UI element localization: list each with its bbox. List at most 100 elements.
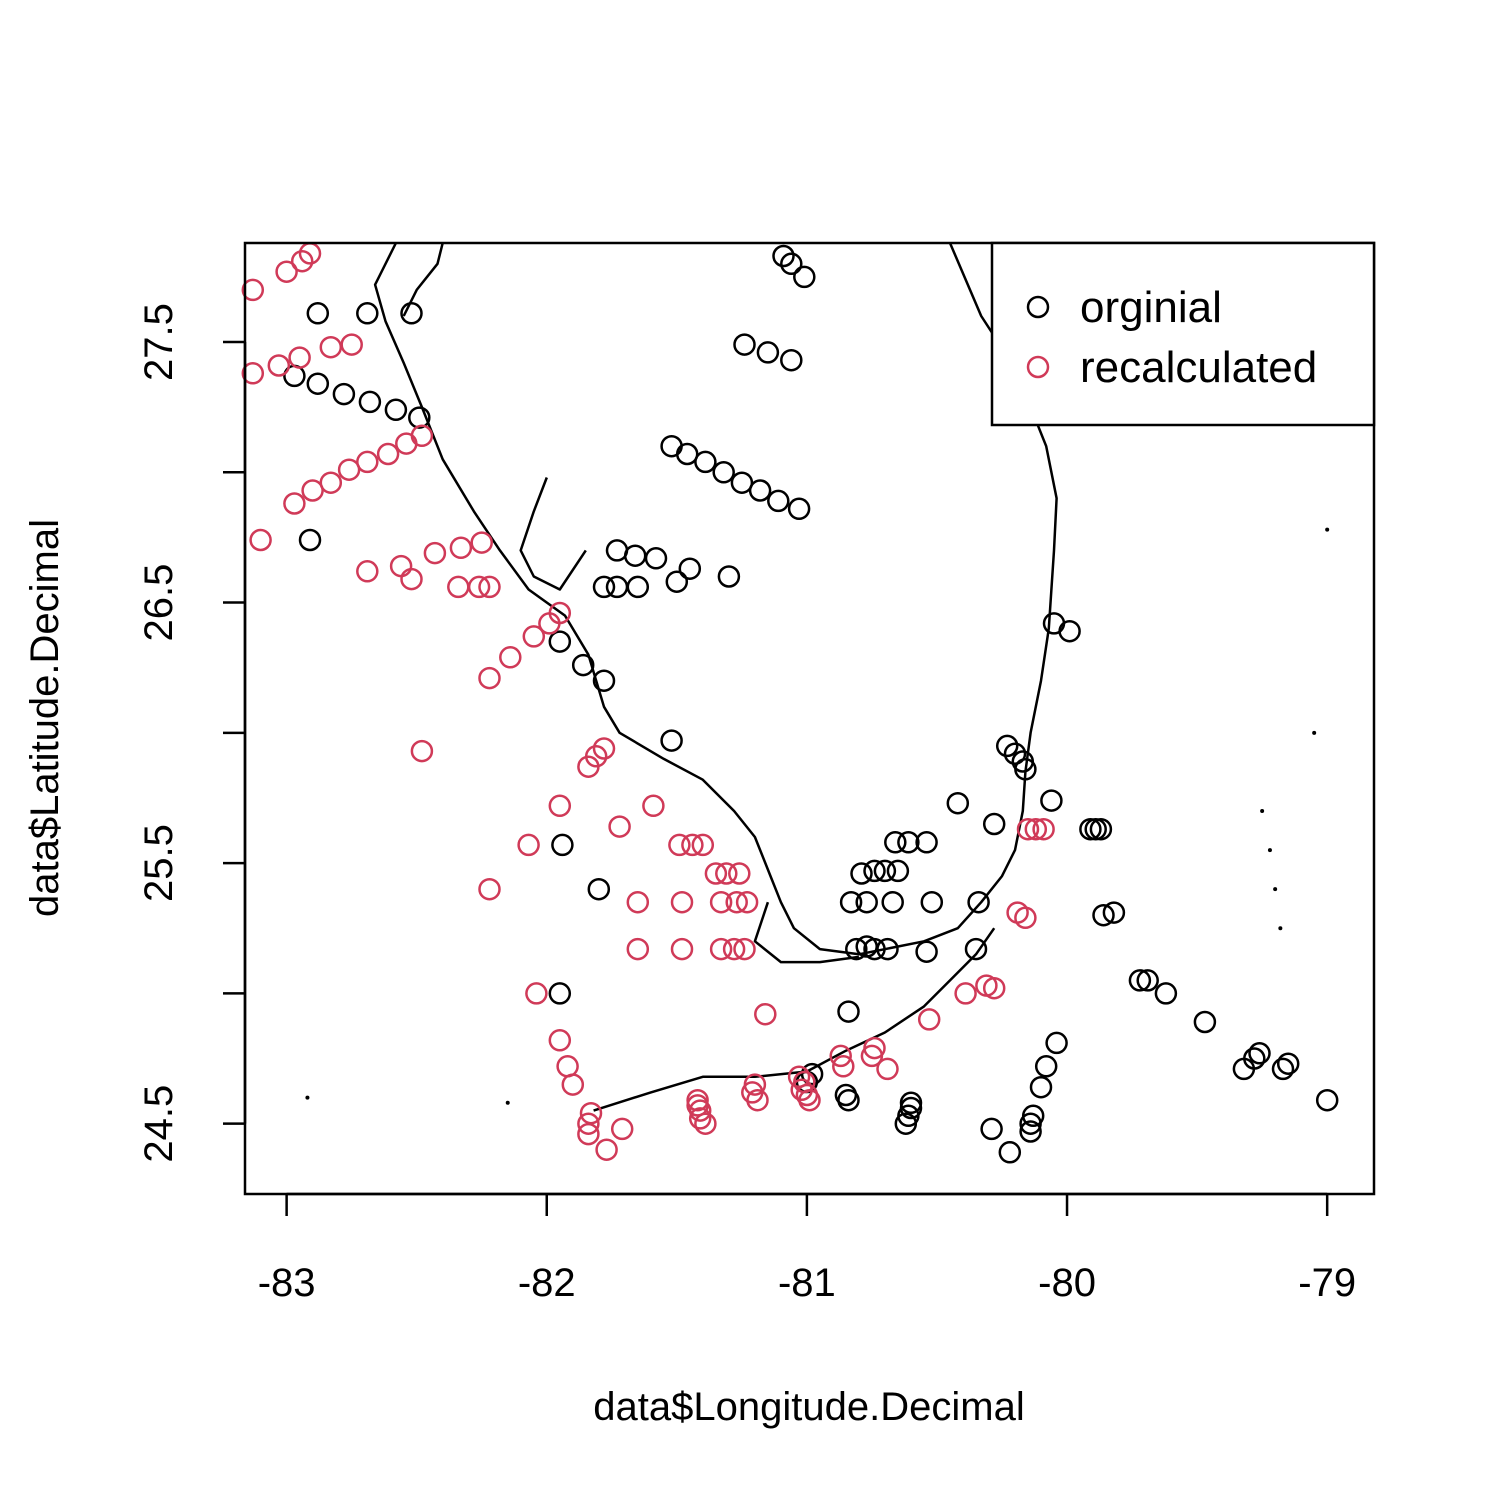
point-orginial xyxy=(660,729,683,752)
point-orginial xyxy=(787,497,811,521)
point-orginial xyxy=(920,890,944,914)
point-recalculated xyxy=(686,1088,709,1112)
legend-label-recalculated: recalculated xyxy=(1080,343,1317,392)
point-recalculated xyxy=(670,890,694,914)
point-orginial xyxy=(678,557,702,580)
point-orginial xyxy=(660,434,683,458)
point-orginial xyxy=(592,669,616,692)
point-orginial xyxy=(780,252,803,276)
point-recalculated xyxy=(592,737,616,760)
point-orginial xyxy=(306,372,330,395)
florida-keys xyxy=(593,927,996,1112)
series-recalculated xyxy=(241,242,1055,1161)
point-recalculated xyxy=(356,450,379,474)
point-recalculated xyxy=(410,424,434,448)
point-recalculated xyxy=(267,354,291,377)
point-orginial xyxy=(793,265,816,289)
point-orginial xyxy=(665,570,689,593)
point-recalculated xyxy=(340,333,363,356)
point-recalculated xyxy=(709,890,733,914)
point-orginial xyxy=(548,630,572,653)
point-recalculated xyxy=(423,541,447,565)
point-orginial xyxy=(408,406,431,429)
point-recalculated xyxy=(954,982,977,1005)
point-orginial xyxy=(1232,1057,1256,1081)
point-orginial xyxy=(1079,817,1102,841)
point-orginial xyxy=(356,302,379,325)
point-orginial xyxy=(358,390,382,414)
point-recalculated xyxy=(668,833,691,857)
point-recalculated xyxy=(577,755,600,778)
point-orginial xyxy=(894,1112,918,1135)
point-recalculated xyxy=(290,249,314,273)
point-recalculated xyxy=(626,890,650,914)
point-recalculated xyxy=(728,862,751,885)
point-recalculated xyxy=(917,1008,941,1031)
point-recalculated xyxy=(319,335,343,359)
coastline-map xyxy=(305,242,1330,1112)
point-recalculated xyxy=(1024,817,1048,841)
point-orginial xyxy=(400,302,423,325)
point-orginial xyxy=(1014,758,1037,781)
y-tick-label: 25.5 xyxy=(137,824,181,902)
point-orginial xyxy=(1058,619,1081,643)
point-orginial xyxy=(863,937,886,961)
tampa-bay-shore xyxy=(402,242,444,317)
point-orginial xyxy=(730,471,754,494)
point-recalculated xyxy=(688,1107,712,1130)
point-orginial xyxy=(592,575,616,599)
x-tick-label: -82 xyxy=(518,1261,576,1305)
point-orginial xyxy=(332,382,356,406)
point-recalculated xyxy=(499,646,522,669)
point-orginial xyxy=(845,937,868,961)
point-recalculated xyxy=(787,1065,811,1089)
x-tick-label: -79 xyxy=(1298,1261,1356,1305)
point-recalculated xyxy=(538,612,561,635)
point-recalculated xyxy=(746,1088,769,1112)
y-tick-label: 26.5 xyxy=(137,564,181,642)
point-recalculated xyxy=(376,442,400,466)
point-orginial xyxy=(717,565,741,588)
point-recalculated xyxy=(556,1055,579,1078)
point-recalculated xyxy=(832,1055,855,1078)
point-orginial xyxy=(1315,1088,1339,1112)
point-recalculated xyxy=(395,432,418,455)
point-recalculated xyxy=(704,862,728,885)
point-orginial xyxy=(712,461,735,484)
legend-marker-orginial xyxy=(1026,295,1050,319)
point-recalculated xyxy=(691,833,715,857)
y-axis-label: data$Latitude.Decimal xyxy=(23,519,67,917)
point-orginial xyxy=(1248,1042,1271,1065)
point-recalculated xyxy=(733,937,756,961)
point-orginial xyxy=(548,982,572,1005)
point-recalculated xyxy=(577,1122,600,1146)
point-recalculated xyxy=(860,1044,884,1068)
point-orginial xyxy=(1276,1052,1300,1075)
point-orginial xyxy=(551,833,574,857)
point-orginial xyxy=(1042,612,1066,635)
point-orginial xyxy=(1019,1112,1042,1135)
point-orginial xyxy=(886,859,910,883)
point-orginial xyxy=(306,302,330,325)
island-dot xyxy=(1260,808,1265,813)
point-orginial xyxy=(863,859,886,883)
data-points xyxy=(241,242,1339,1164)
point-orginial xyxy=(1128,969,1152,992)
point-orginial xyxy=(850,862,873,885)
gulf-coast-line xyxy=(373,242,1058,956)
point-recalculated xyxy=(681,833,704,857)
legend-box xyxy=(990,241,1376,427)
point-orginial xyxy=(384,398,408,422)
point-recalculated xyxy=(478,575,501,599)
point-recalculated xyxy=(400,567,423,591)
charlotte-harbor-shore xyxy=(519,477,587,591)
legend-marker-recalculated xyxy=(1026,355,1050,379)
point-recalculated xyxy=(715,862,738,885)
point-orginial xyxy=(915,831,938,854)
island-dot xyxy=(1312,730,1317,735)
y-axis: 24.5 25.5 26.5 27.5 xyxy=(137,303,247,1163)
point-orginial xyxy=(1154,982,1178,1005)
x-axis: -83 -82 -81 -80 -79 xyxy=(258,1192,1356,1305)
point-orginial xyxy=(899,1091,923,1115)
point-orginial xyxy=(982,812,1006,836)
